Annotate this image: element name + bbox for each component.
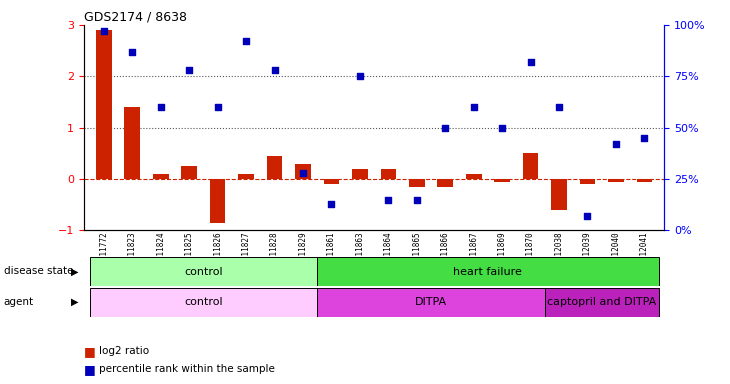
Bar [90, 257, 318, 286]
Point [439, 124, 451, 131]
Bar [494, 179, 510, 182]
Text: captopril and DITPA: captopril and DITPA [547, 297, 656, 308]
Bar [318, 257, 658, 286]
Text: control: control [184, 297, 223, 308]
Text: ■: ■ [84, 345, 96, 358]
Bar [352, 169, 368, 179]
Text: percentile rank within the sample: percentile rank within the sample [99, 364, 274, 374]
Text: ■: ■ [84, 363, 96, 376]
Point [297, 170, 309, 176]
Point [354, 73, 366, 79]
Text: heart failure: heart failure [453, 266, 523, 277]
Point [468, 104, 480, 110]
Point [269, 67, 280, 73]
Bar [153, 174, 169, 179]
Bar [545, 288, 658, 317]
Point [383, 197, 394, 203]
Point [155, 104, 166, 110]
Bar [125, 107, 140, 179]
Point [496, 124, 508, 131]
Text: DITPA: DITPA [415, 297, 447, 308]
Point [98, 28, 110, 34]
Point [582, 213, 593, 219]
Bar [181, 166, 197, 179]
Text: log2 ratio: log2 ratio [99, 346, 149, 356]
Bar [266, 156, 283, 179]
Bar [318, 288, 545, 317]
Text: ▶: ▶ [72, 297, 79, 307]
Text: ▶: ▶ [72, 266, 79, 276]
Text: control: control [184, 266, 223, 277]
Bar [210, 179, 226, 223]
Text: agent: agent [4, 297, 34, 307]
Bar [409, 179, 425, 187]
Bar [437, 179, 453, 187]
Point [183, 67, 195, 73]
Point [212, 104, 223, 110]
Text: disease state: disease state [4, 266, 73, 276]
Bar [608, 179, 623, 182]
Bar [380, 169, 396, 179]
Bar [295, 164, 311, 179]
Bar [238, 174, 254, 179]
Point [411, 197, 423, 203]
Bar [523, 153, 539, 179]
Point [126, 49, 138, 55]
Bar [96, 30, 112, 179]
Point [326, 200, 337, 207]
Bar [90, 288, 318, 317]
Bar [637, 179, 652, 182]
Bar [323, 179, 339, 184]
Point [553, 104, 565, 110]
Text: GDS2174 / 8638: GDS2174 / 8638 [84, 11, 187, 24]
Point [639, 135, 650, 141]
Bar [551, 179, 567, 210]
Point [525, 59, 537, 65]
Bar [466, 174, 482, 179]
Point [240, 38, 252, 45]
Point [610, 141, 622, 147]
Bar [580, 179, 595, 184]
